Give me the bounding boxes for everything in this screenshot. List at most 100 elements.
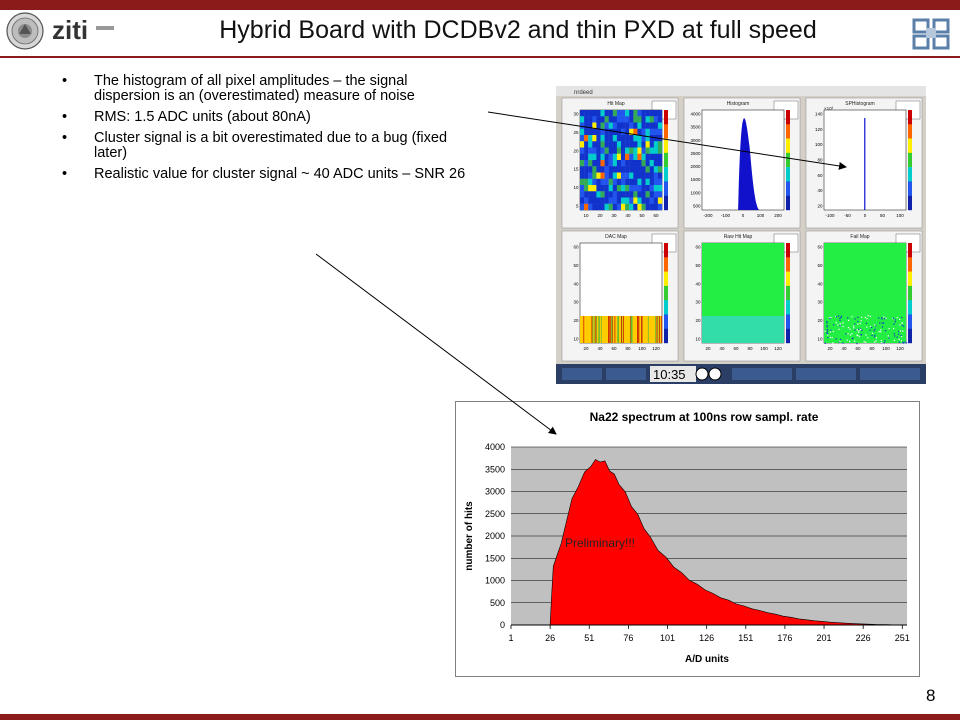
- x-tick-label: 251: [895, 633, 910, 643]
- x-axis-label: A/D units: [685, 654, 729, 665]
- gui-x-tick-label: 120: [896, 346, 904, 351]
- gui-y-tick-label: 100: [815, 142, 823, 147]
- title-divider: [0, 56, 960, 58]
- gui-x-tick-label: 60: [611, 346, 617, 351]
- gui-y-tick-label: 40: [817, 281, 823, 286]
- gui-x-tick-label: 60: [653, 213, 659, 218]
- y-tick-label: 1000: [485, 576, 505, 586]
- gui-plot-panel: Hit Map 30 25 20 15 10 5 10 20 30 40 50 60: [561, 97, 679, 229]
- spectrum-area: [549, 459, 902, 626]
- gui-y-tick-label: 50: [573, 263, 579, 268]
- gui-panel-title: Raw Hit Map: [724, 234, 753, 240]
- gui-x-tick-label: 40: [841, 346, 847, 351]
- gui-histogram-spike: [864, 118, 866, 210]
- gui-x-tick-label: 40: [719, 346, 725, 351]
- gui-x-tick-label: -200: [703, 213, 713, 218]
- gui-x-tick-label: 50: [880, 213, 886, 218]
- gui-x-tick-label: 20: [583, 346, 589, 351]
- gui-x-tick-label: 0: [742, 213, 745, 218]
- gui-y-tick-label: 120: [815, 127, 823, 132]
- gui-x-tick-label: 80: [869, 346, 875, 351]
- gui-x-tick-label: 100: [896, 213, 904, 218]
- ziti-logo: ziti: [52, 12, 116, 46]
- gui-y-tick-label: 60: [695, 245, 701, 250]
- y-tick-label: 3000: [485, 487, 505, 497]
- gui-y-tick-label: 20: [817, 318, 823, 323]
- gui-y-tick-label: 40: [817, 188, 823, 193]
- x-tick-label: 126: [699, 633, 714, 643]
- gui-x-tick-label: 100: [757, 213, 765, 218]
- university-seal-logo: [6, 12, 44, 50]
- bullet-item: RMS: 1.5 ADC units (about 80nA): [62, 110, 472, 126]
- gui-y-tick-label: 10: [817, 337, 823, 342]
- y-tick-label: 500: [490, 598, 505, 608]
- x-tick-label: 26: [545, 633, 555, 643]
- gui-x-tick-label: 100: [638, 346, 646, 351]
- y-tick-label: 2500: [485, 509, 505, 519]
- gui-x-tick-label: -50: [844, 213, 851, 218]
- gui-y-tick-label: 20: [573, 148, 579, 153]
- x-tick-label: 176: [777, 633, 792, 643]
- bullet-item: The histogram of all pixel amplitudes – …: [62, 74, 472, 104]
- chart-title: Na22 spectrum at 100ns row sampl. rate: [590, 410, 819, 424]
- bullet-item: Realistic value for cluster signal ~ 40 …: [62, 167, 472, 183]
- gui-y-tick-label: 30: [573, 112, 579, 117]
- gui-window-title: nrdeed: [574, 90, 593, 96]
- preliminary-annotation: Preliminary!!!: [565, 536, 635, 550]
- gui-x-tick-label: 20: [827, 346, 833, 351]
- gui-plot-panel: DAC Map 60 50 40 30 20 10 20 40 60 80 100 120: [561, 230, 679, 362]
- gui-x-tick-label: 120: [774, 346, 782, 351]
- gui-x-tick-label: 80: [625, 346, 631, 351]
- gui-y-tick-label: 60: [573, 245, 579, 250]
- gui-axis-exponent: ×10³: [824, 106, 834, 111]
- gui-y-tick-label: 5: [576, 204, 579, 209]
- gui-panel-title: Hit Map: [607, 101, 624, 107]
- bullet-list: The histogram of all pixel amplitudes – …: [62, 74, 472, 188]
- x-tick-label: 201: [817, 633, 832, 643]
- gui-y-tick-label: 2000: [690, 164, 701, 169]
- slide-title: Hybrid Board with DCDBv2 and thin PXD at…: [219, 16, 817, 44]
- daq-gui-screenshot: nrdeed 10:35 Hit Map 30 25 20 15 10 5 10 20 30 40 5…: [556, 86, 926, 384]
- gui-x-tick-label: 50: [639, 213, 645, 218]
- gui-y-tick-label: 30: [573, 300, 579, 305]
- gui-y-tick-label: 40: [573, 281, 579, 286]
- gui-y-tick-label: 40: [695, 281, 701, 286]
- gui-x-tick-label: -100: [825, 213, 835, 218]
- gui-x-tick-label: 60: [733, 346, 739, 351]
- gui-y-tick-label: 3500: [690, 125, 701, 130]
- gui-y-tick-label: 500: [693, 204, 701, 209]
- x-tick-label: 1: [508, 633, 513, 643]
- gui-panel-title: SPHistogram: [845, 101, 874, 107]
- gui-x-tick-label: -100: [721, 213, 731, 218]
- bottom-bar: [0, 714, 960, 720]
- y-tick-label: 4000: [485, 442, 505, 452]
- gui-y-tick-label: 20: [817, 204, 823, 209]
- gui-panel-title: DAC Map: [605, 234, 627, 240]
- gui-x-tick-label: 30: [611, 213, 617, 218]
- gui-y-tick-label: 10: [695, 337, 701, 342]
- gui-y-tick-label: 50: [695, 263, 701, 268]
- x-tick-label: 151: [738, 633, 753, 643]
- gui-y-tick-label: 1500: [690, 177, 701, 182]
- gui-y-tick-label: 50: [817, 263, 823, 268]
- x-tick-label: 226: [856, 633, 871, 643]
- x-tick-label: 101: [660, 633, 675, 643]
- gui-y-tick-label: 25: [573, 130, 579, 135]
- gui-plot-panel: Raw Hit Map 60 50 40 30 20 10 20 40 60 80 100 120: [683, 230, 801, 362]
- gui-y-tick-label: 20: [695, 318, 701, 323]
- gui-y-tick-label: 30: [817, 300, 823, 305]
- y-tick-label: 0: [500, 620, 505, 630]
- gui-x-tick-label: 60: [855, 346, 861, 351]
- gui-y-tick-label: 2500: [690, 151, 701, 156]
- gui-panel-title: Histogram: [727, 101, 750, 107]
- gui-y-tick-label: 60: [817, 245, 823, 250]
- gui-y-tick-label: 20: [573, 318, 579, 323]
- gui-x-tick-label: 0: [864, 213, 867, 218]
- gui-y-tick-label: 10: [573, 185, 579, 190]
- gui-x-tick-label: 10: [583, 213, 589, 218]
- gui-x-tick-label: 80: [747, 346, 753, 351]
- gui-y-tick-label: 1000: [690, 190, 701, 195]
- gui-plot-panel: Histogram4000350030002500200015001000500…: [683, 97, 801, 229]
- x-tick-label: 51: [584, 633, 594, 643]
